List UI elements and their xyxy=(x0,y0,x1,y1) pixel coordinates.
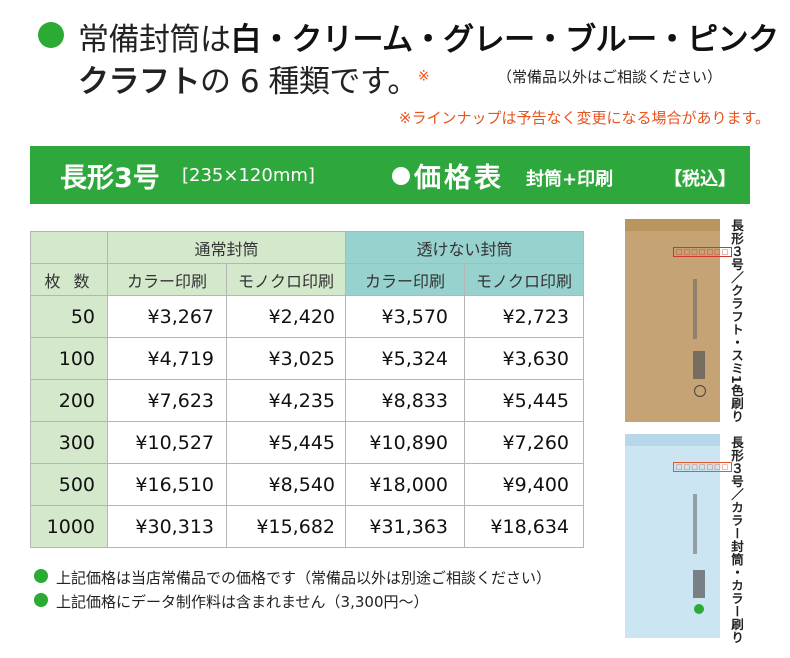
envelope-mark-icon xyxy=(694,385,706,397)
table-row: 100 ¥4,719 ¥3,025 ¥5,324 ¥3,630 xyxy=(30,337,584,380)
footnote-bullet-icon xyxy=(34,569,48,583)
price-cell: ¥5,445 xyxy=(464,379,584,422)
kraft-envelope-caption: 長形３号／クラフト・スミ1色刷り xyxy=(729,219,744,424)
banner-tax-label: 【税込】 xyxy=(664,169,736,190)
envelope-mark-icon xyxy=(694,604,704,614)
footnote-bullet-icon xyxy=(34,593,48,607)
qty-cell: 500 xyxy=(30,463,108,506)
qty-header: 枚 数 xyxy=(30,263,108,296)
qty-cell: 300 xyxy=(30,421,108,464)
color-envelope-caption: 長形３号／カラー封筒・カラー刷り xyxy=(729,436,744,644)
price-cell: ¥3,570 xyxy=(345,295,465,338)
lineup-notice: ※ラインナップは予告なく変更になる場合があります。 xyxy=(398,109,770,127)
group-header-opaque: 透けない封筒 xyxy=(345,231,584,264)
price-banner: 長形3号 [235×120mm] 価格表 封筒+印刷 【税込】 xyxy=(30,146,750,204)
group-header-normal: 通常封筒 xyxy=(107,231,346,264)
envelope-logo-icon xyxy=(693,570,705,598)
sub-header-opaque-color: カラー印刷 xyxy=(345,263,465,296)
price-cell: ¥16,510 xyxy=(107,463,227,506)
intro-line-1: 常備封筒は白・クリーム・グレー・ブルー・ピンク xyxy=(78,14,779,59)
sub-header-normal-mono: モノクロ印刷 xyxy=(226,263,346,296)
price-cell: ¥10,527 xyxy=(107,421,227,464)
price-table: 通常封筒 透けない封筒 枚 数 カラー印刷 モノクロ印刷 カラー印刷 モノクロ印… xyxy=(30,231,584,548)
price-cell: ¥5,324 xyxy=(345,337,465,380)
intro-note: （常備品以外はご相談ください） xyxy=(497,68,723,86)
table-row: 300 ¥10,527 ¥5,445 ¥10,890 ¥7,260 xyxy=(30,421,584,464)
intro-prefix: 常備封筒は xyxy=(78,22,231,58)
table-row: 200 ¥7,623 ¥4,235 ¥8,833 ¥5,445 xyxy=(30,379,584,422)
color-envelope-image: □□□□□□□ xyxy=(625,434,733,638)
sub-header-opaque-mono: モノクロ印刷 xyxy=(464,263,584,296)
price-cell: ¥8,833 xyxy=(345,379,465,422)
price-cell: ¥31,363 xyxy=(345,505,465,548)
intro-bullet-icon xyxy=(38,22,64,48)
banner-title: 長形3号 xyxy=(60,163,160,194)
footnote-text: 上記価格は当店常備品での価格です（常備品以外は別途ご相談ください） xyxy=(56,569,552,587)
banner-sub-label: 封筒+印刷 xyxy=(526,169,614,190)
price-cell: ¥30,313 xyxy=(107,505,227,548)
price-cell: ¥5,445 xyxy=(226,421,346,464)
qty-cell: 50 xyxy=(30,295,108,338)
intro-line-2: クラフトの 6 種類です。※ xyxy=(78,56,430,101)
price-cell: ¥3,267 xyxy=(107,295,227,338)
price-cell: ¥4,235 xyxy=(226,379,346,422)
envelope-address-text xyxy=(693,494,697,554)
postal-code-box: □□□□□□□ xyxy=(673,247,733,257)
price-cell: ¥7,623 xyxy=(107,379,227,422)
price-cell: ¥2,420 xyxy=(226,295,346,338)
footnote-text: 上記価格にデータ制作料は含まれません（3,300円〜） xyxy=(56,593,429,611)
postal-code-box: □□□□□□□ xyxy=(673,462,733,472)
price-cell: ¥18,000 xyxy=(345,463,465,506)
price-cell: ¥9,400 xyxy=(464,463,584,506)
price-cell: ¥3,025 xyxy=(226,337,346,380)
table-row: 50 ¥3,267 ¥2,420 ¥3,570 ¥2,723 xyxy=(30,295,584,338)
qty-cell: 1000 xyxy=(30,505,108,548)
qty-cell: 200 xyxy=(30,379,108,422)
envelope-flap xyxy=(625,434,720,446)
kraft-envelope-image: □□□□□□□ xyxy=(625,219,733,422)
price-cell: ¥3,630 xyxy=(464,337,584,380)
banner-price-label: 価格表 xyxy=(414,163,504,194)
sub-header-normal-color: カラー印刷 xyxy=(107,263,227,296)
envelope-logo-icon xyxy=(693,351,705,379)
envelope-flap xyxy=(625,219,720,231)
price-cell: ¥15,682 xyxy=(226,505,346,548)
intro-asterisk: ※ xyxy=(417,68,430,85)
table-row: 1000 ¥30,313 ¥15,682 ¥31,363 ¥18,634 xyxy=(30,505,584,548)
price-cell: ¥18,634 xyxy=(464,505,584,548)
intro-rest: の 6 種類です。 xyxy=(200,64,418,100)
envelope-address-text xyxy=(693,279,697,339)
price-cell: ¥2,723 xyxy=(464,295,584,338)
banner-bullet-icon xyxy=(392,167,410,185)
qty-cell: 100 xyxy=(30,337,108,380)
table-corner xyxy=(30,231,108,264)
banner-size: [235×120mm] xyxy=(182,165,315,186)
price-cell: ¥8,540 xyxy=(226,463,346,506)
intro-colors: 白・クリーム・グレー・ブルー・ピンク xyxy=(230,22,780,58)
intro-kraft: クラフト xyxy=(78,64,201,100)
price-cell: ¥4,719 xyxy=(107,337,227,380)
table-row: 500 ¥16,510 ¥8,540 ¥18,000 ¥9,400 xyxy=(30,463,584,506)
price-cell: ¥7,260 xyxy=(464,421,584,464)
price-cell: ¥10,890 xyxy=(345,421,465,464)
